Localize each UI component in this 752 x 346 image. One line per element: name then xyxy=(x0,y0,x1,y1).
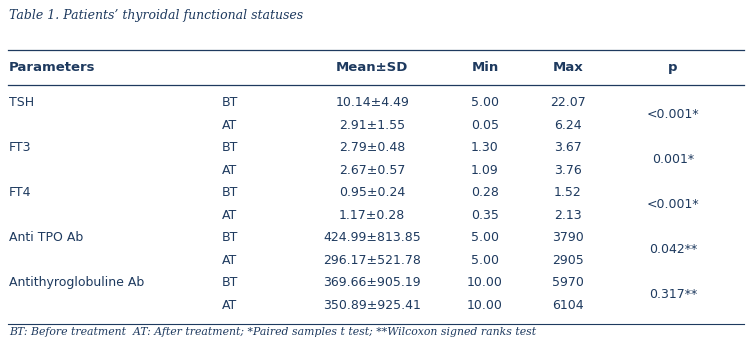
Text: Table 1. Patients’ thyroidal functional statuses: Table 1. Patients’ thyroidal functional … xyxy=(9,9,303,22)
Text: 10.00: 10.00 xyxy=(467,299,503,312)
Text: <0.001*: <0.001* xyxy=(647,108,699,121)
Text: Anti TPO Ab: Anti TPO Ab xyxy=(9,231,83,244)
Text: 2.13: 2.13 xyxy=(554,209,581,222)
Text: 0.35: 0.35 xyxy=(471,209,499,222)
Text: Max: Max xyxy=(553,61,583,74)
Text: 2.67±0.57: 2.67±0.57 xyxy=(339,164,405,177)
Text: 0.95±0.24: 0.95±0.24 xyxy=(339,186,405,199)
Text: 5.00: 5.00 xyxy=(471,97,499,109)
Text: AT: AT xyxy=(222,254,237,267)
Text: 10.00: 10.00 xyxy=(467,276,503,289)
Text: 3.67: 3.67 xyxy=(554,142,581,154)
Text: 6104: 6104 xyxy=(552,299,584,312)
Text: 0.001*: 0.001* xyxy=(652,153,694,166)
Text: FT3: FT3 xyxy=(9,142,32,154)
Text: 6.24: 6.24 xyxy=(554,119,581,132)
Text: AT: AT xyxy=(222,119,237,132)
Text: 5.00: 5.00 xyxy=(471,254,499,267)
Text: 2.91±1.55: 2.91±1.55 xyxy=(339,119,405,132)
Text: BT: BT xyxy=(222,276,238,289)
Text: BT: Before treatment  AT: After treatment; *Paired samples t test; **Wilcoxon si: BT: Before treatment AT: After treatment… xyxy=(9,327,536,337)
Text: BT: BT xyxy=(222,231,238,244)
Text: BT: BT xyxy=(222,142,238,154)
Text: 369.66±905.19: 369.66±905.19 xyxy=(323,276,421,289)
Text: p: p xyxy=(669,61,678,74)
Text: 10.14±4.49: 10.14±4.49 xyxy=(335,97,409,109)
Text: 350.89±925.41: 350.89±925.41 xyxy=(323,299,421,312)
Text: 0.317**: 0.317** xyxy=(649,288,697,301)
Text: 0.28: 0.28 xyxy=(471,186,499,199)
Text: 296.17±521.78: 296.17±521.78 xyxy=(323,254,421,267)
Text: 424.99±813.85: 424.99±813.85 xyxy=(323,231,421,244)
Text: 1.52: 1.52 xyxy=(554,186,581,199)
Text: TSH: TSH xyxy=(9,97,34,109)
Text: FT4: FT4 xyxy=(9,186,32,199)
Text: 1.30: 1.30 xyxy=(472,142,499,154)
Text: 0.042**: 0.042** xyxy=(649,243,697,256)
Text: 0.05: 0.05 xyxy=(471,119,499,132)
Text: AT: AT xyxy=(222,299,237,312)
Text: Mean±SD: Mean±SD xyxy=(336,61,408,74)
Text: AT: AT xyxy=(222,164,237,177)
Text: 5.00: 5.00 xyxy=(471,231,499,244)
Text: 3790: 3790 xyxy=(552,231,584,244)
Text: Min: Min xyxy=(472,61,499,74)
Text: <0.001*: <0.001* xyxy=(647,198,699,211)
Text: 5970: 5970 xyxy=(552,276,584,289)
Text: Antithyroglobuline Ab: Antithyroglobuline Ab xyxy=(9,276,144,289)
Text: 2.79±0.48: 2.79±0.48 xyxy=(339,142,405,154)
Text: 22.07: 22.07 xyxy=(550,97,586,109)
Text: 1.17±0.28: 1.17±0.28 xyxy=(339,209,405,222)
Text: 2905: 2905 xyxy=(552,254,584,267)
Text: BT: BT xyxy=(222,97,238,109)
Text: 1.09: 1.09 xyxy=(472,164,499,177)
Text: AT: AT xyxy=(222,209,237,222)
Text: 3.76: 3.76 xyxy=(554,164,581,177)
Text: Parameters: Parameters xyxy=(9,61,96,74)
Text: BT: BT xyxy=(222,186,238,199)
